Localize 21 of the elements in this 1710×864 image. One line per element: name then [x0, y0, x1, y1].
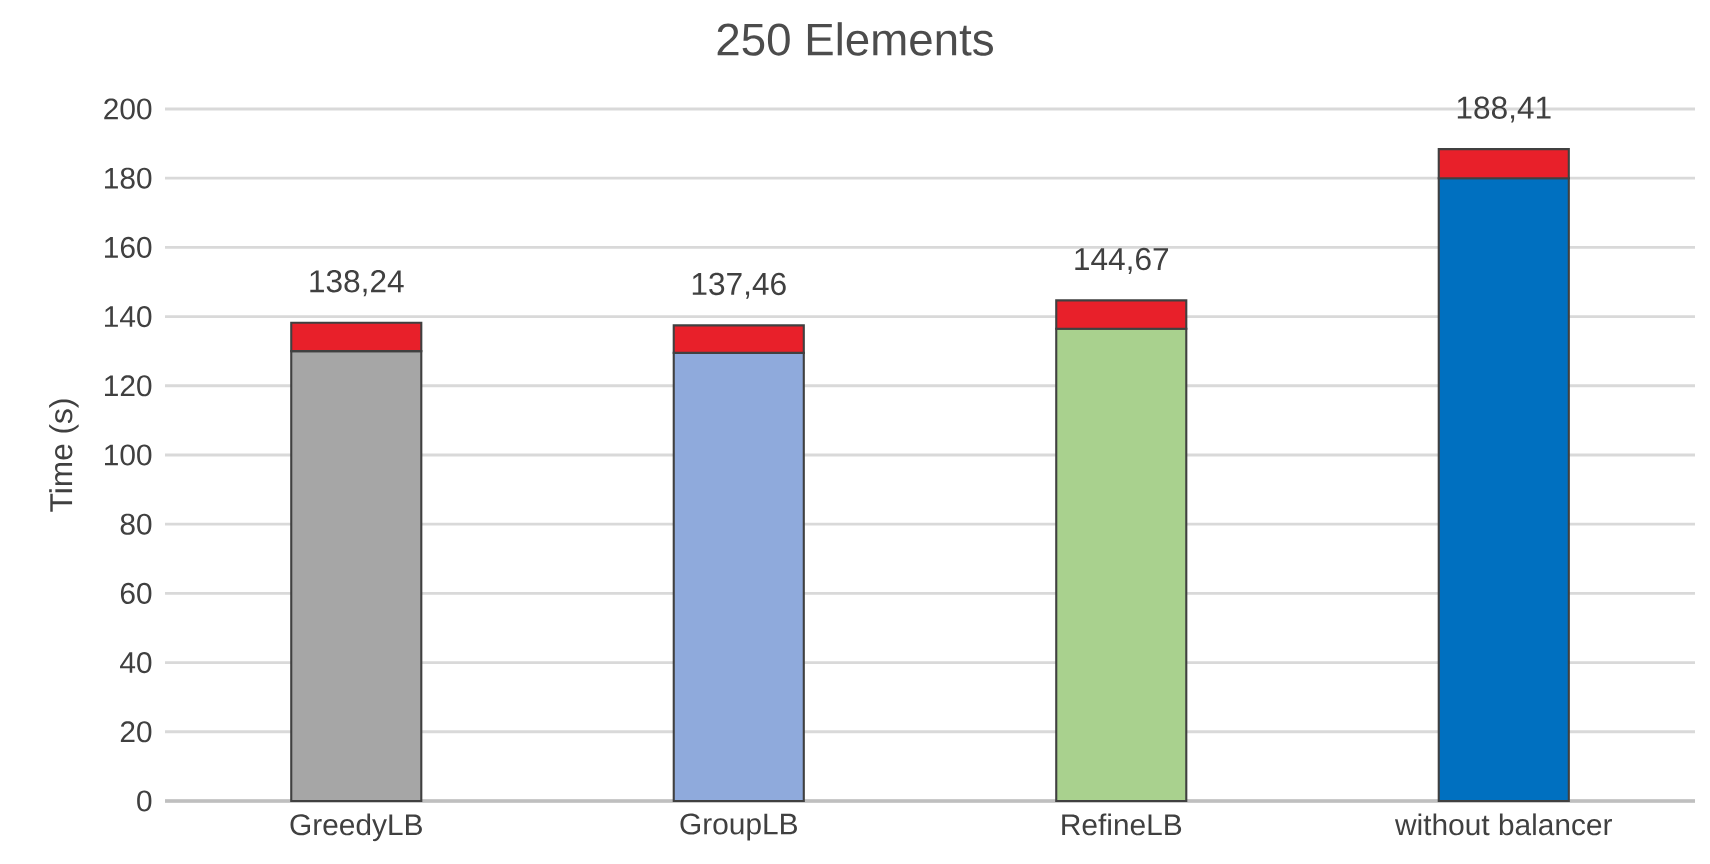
- y-tick-label: 140: [105, 306, 152, 328]
- y-tick-label: 20: [120, 721, 152, 743]
- total-label: 138,24: [310, 270, 404, 297]
- x-tick-label: GreedyLB: [290, 813, 422, 842]
- y-tick-label: 120: [105, 375, 152, 397]
- y-tick-label: 160: [105, 236, 152, 258]
- chart-title: 250 Elements: [717, 22, 993, 56]
- y-tick-label: 60: [120, 582, 152, 604]
- y-tick-label: 0: [137, 790, 152, 812]
- y-tick-label: 200: [104, 98, 152, 120]
- total-label: 137,46: [692, 272, 786, 299]
- y-tick-label: 80: [120, 513, 152, 535]
- total-label: 188,41: [1457, 96, 1551, 123]
- y-tick-label: 100: [105, 444, 152, 466]
- y-axis-title: Time (s): [49, 399, 79, 512]
- total-label: 144,67: [1075, 247, 1169, 274]
- x-tick-label: GroupLB: [680, 813, 797, 841]
- y-tick-label: 40: [120, 652, 152, 674]
- x-tick-label: RefineLB: [1062, 813, 1182, 836]
- y-tick-label: 180: [105, 167, 152, 189]
- x-tick-label: without balancer: [1394, 813, 1612, 836]
